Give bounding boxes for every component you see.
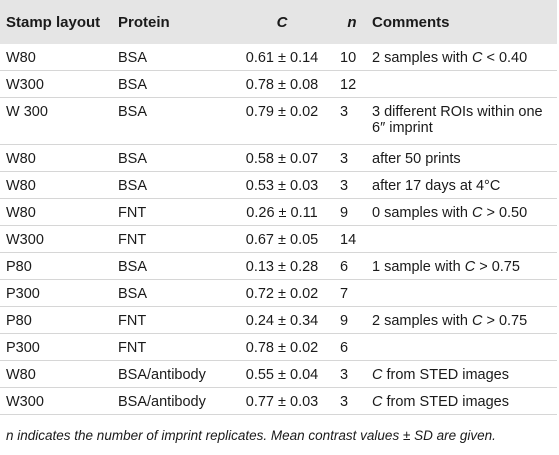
cell-stamp-layout: W80: [6, 205, 36, 221]
cell-contrast: 0.79 ± 0.02: [245, 104, 319, 120]
cell-n: 6: [340, 259, 349, 275]
cell-protein: BSA: [118, 50, 148, 66]
cell-contrast: 0.77 ± 0.03: [245, 394, 319, 410]
cell-protein: FNT: [118, 232, 147, 248]
cell-n: 6: [340, 340, 349, 356]
cell-protein: BSA: [118, 259, 148, 275]
cell-stamp-layout: W80: [6, 178, 36, 194]
cell-stamp-layout: W 300: [6, 104, 48, 120]
cell-comments: 0 samples with C > 0.50: [372, 205, 528, 221]
table-row: W80 BSA/antibody 0.55 ± 0.04 3 C from STED i…: [0, 361, 557, 388]
table-row: W80 BSA 0.61 ± 0.14 10 2 samples with C < 0.…: [0, 44, 557, 71]
cell-protein: BSA: [118, 178, 148, 194]
header-n: n: [347, 13, 357, 31]
header-protein: Protein: [118, 13, 170, 31]
table-row: P80 BSA 0.13 ± 0.28 6 1 sample with C > 0.75: [0, 253, 557, 280]
cell-stamp-layout: W300: [6, 232, 44, 248]
cell-contrast: 0.78 ± 0.02: [245, 340, 319, 356]
cell-contrast: 0.58 ± 0.07: [245, 151, 319, 167]
cell-contrast: 0.67 ± 0.05: [245, 232, 319, 248]
cell-n: 7: [340, 286, 349, 302]
cell-protein: BSA: [118, 151, 148, 167]
table-row: P300 BSA 0.72 ± 0.02 7: [0, 280, 557, 307]
cell-n: 10: [340, 50, 357, 66]
cell-protein: BSA: [118, 104, 148, 120]
cell-n: 3: [340, 178, 349, 194]
table-row: W300 BSA 0.78 ± 0.08 12: [0, 71, 557, 98]
table-row: W80 FNT 0.26 ± 0.11 9 0 samples with C > 0.5…: [0, 199, 557, 226]
cell-comments: 2 samples with C > 0.75: [372, 313, 528, 329]
cell-n: 3: [340, 151, 349, 167]
cell-stamp-layout: P300: [6, 340, 40, 356]
header-stamp-layout: Stamp layout: [6, 13, 101, 31]
cell-stamp-layout: W80: [6, 50, 36, 66]
cell-stamp-layout: P80: [6, 313, 32, 329]
cell-comments: after 50 prints: [372, 151, 461, 167]
cell-contrast: 0.24 ± 0.34: [245, 313, 319, 329]
cell-contrast: 0.13 ± 0.28: [245, 259, 319, 275]
cell-protein: BSA/antibody: [118, 367, 206, 383]
cell-contrast: 0.78 ± 0.08: [245, 77, 319, 93]
table-row: W80 BSA 0.53 ± 0.03 3 after 17 days at 4°C: [0, 172, 557, 199]
cell-stamp-layout: W80: [6, 151, 36, 167]
table-header-row: Stamp layout Protein C n Comments: [0, 0, 557, 44]
cell-stamp-layout: W80: [6, 367, 36, 383]
table-row: P80 FNT 0.24 ± 0.34 9 2 samples with C > 0.7…: [0, 307, 557, 334]
cell-comments: C from STED images: [372, 394, 509, 410]
cell-contrast: 0.55 ± 0.04: [245, 367, 319, 383]
cell-comments: [366, 71, 557, 98]
cell-protein: FNT: [118, 340, 147, 356]
header-contrast: C: [276, 13, 288, 31]
cell-contrast: 0.26 ± 0.11: [246, 205, 318, 221]
cell-n: 3: [340, 394, 349, 410]
cell-stamp-layout: W300: [6, 77, 44, 93]
cell-comments: C from STED images: [372, 367, 509, 383]
data-table: Stamp layout Protein C n Comments W80 BSA…: [0, 0, 557, 415]
table-row: P300 FNT 0.78 ± 0.02 6: [0, 334, 557, 361]
cell-n: 12: [340, 77, 357, 93]
cell-protein: BSA: [118, 77, 148, 93]
table-row: W300 BSA/antibody 0.77 ± 0.03 3 C from STED …: [0, 388, 557, 415]
cell-comments: [366, 334, 557, 361]
cell-comments: 3 different ROIs within one 6″ imprint: [372, 104, 543, 136]
cell-comments: 2 samples with C < 0.40: [372, 50, 528, 66]
cell-protein: FNT: [118, 313, 147, 329]
cell-contrast: 0.53 ± 0.03: [245, 178, 319, 194]
cell-comments: [366, 280, 557, 307]
cell-stamp-layout: P80: [6, 259, 32, 275]
cell-stamp-layout: P300: [6, 286, 40, 302]
cell-contrast: 0.72 ± 0.02: [245, 286, 319, 302]
cell-comments: 1 sample with C > 0.75: [372, 259, 520, 275]
cell-n: 3: [340, 367, 349, 383]
cell-comments: [366, 226, 557, 253]
cell-n: 3: [340, 104, 349, 120]
table-body: W80 BSA 0.61 ± 0.14 10 2 samples with C < 0.…: [0, 44, 557, 415]
cell-n: 9: [340, 313, 349, 329]
cell-stamp-layout: W300: [6, 394, 44, 410]
header-comments: Comments: [372, 13, 450, 31]
cell-protein: BSA/antibody: [118, 394, 206, 410]
cell-protein: FNT: [118, 205, 147, 221]
table-row: W 300 BSA 0.79 ± 0.02 3 3 different ROIs wit…: [0, 98, 557, 145]
cell-comments: after 17 days at 4°C: [372, 178, 501, 194]
cell-contrast: 0.61 ± 0.14: [245, 50, 319, 66]
cell-n: 14: [340, 232, 357, 248]
cell-protein: BSA: [118, 286, 148, 302]
cell-n: 9: [340, 205, 349, 221]
table-row: W80 BSA 0.58 ± 0.07 3 after 50 prints: [0, 145, 557, 172]
table-row: W300 FNT 0.67 ± 0.05 14: [0, 226, 557, 253]
table-footnote: n indicates the number of imprint replic…: [6, 428, 496, 443]
